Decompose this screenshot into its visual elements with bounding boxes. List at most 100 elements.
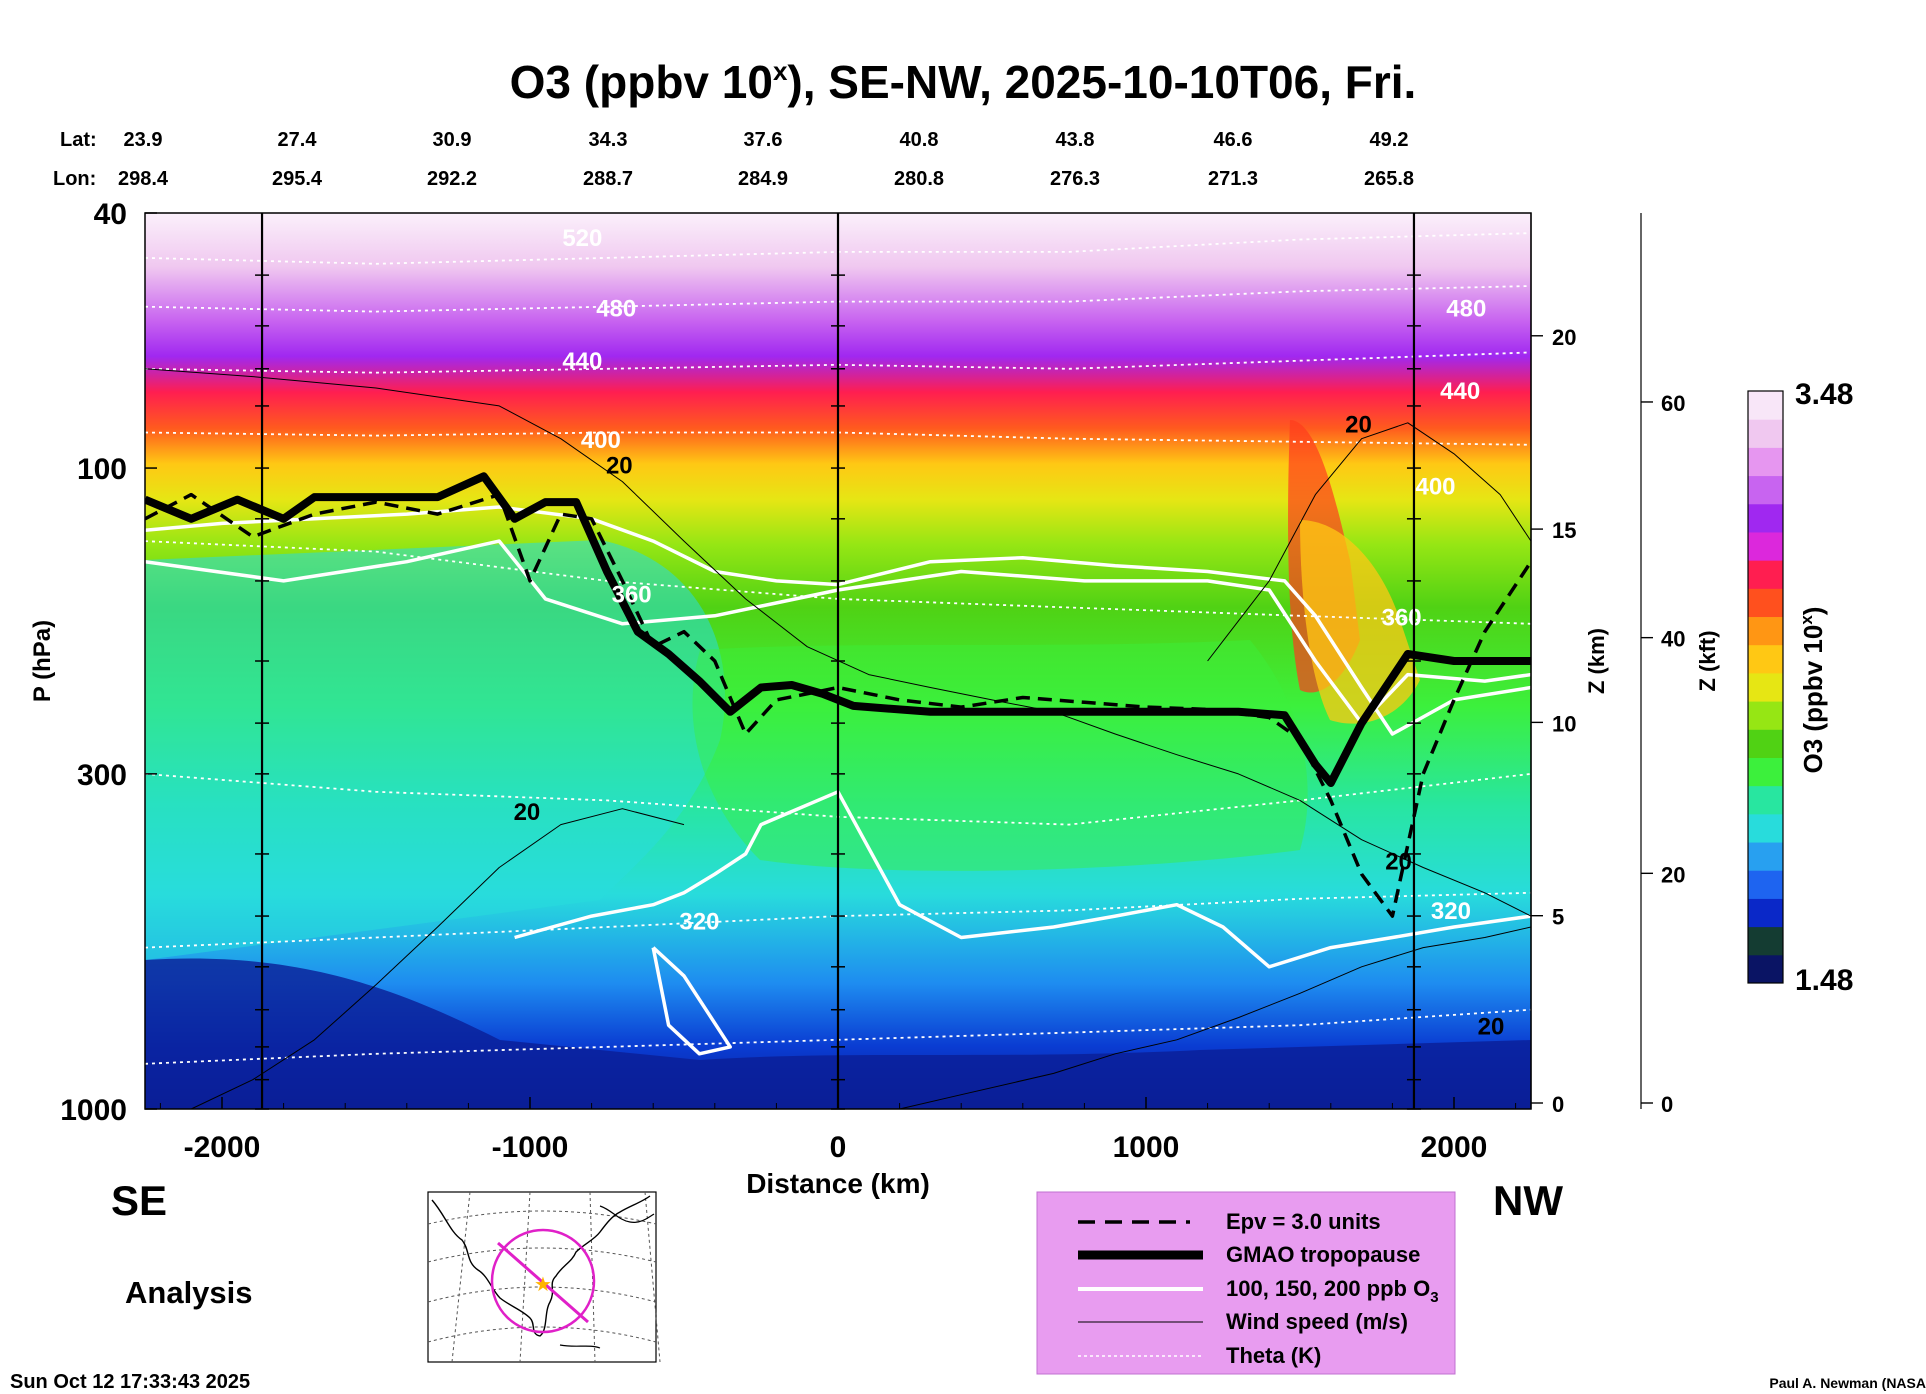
wind-contour-label: 20 <box>1478 1013 1505 1040</box>
lat-label: 43.8 <box>1056 129 1095 151</box>
z-km-tick-label: 15 <box>1552 518 1576 543</box>
colorbar-segment <box>1748 560 1783 589</box>
legend-o3-contour-label: 100, 150, 200 ppb O3 <box>1226 1276 1439 1306</box>
colorbar-frame <box>1747 390 1784 984</box>
colorbar-min-label: 1.48 <box>1795 964 1853 997</box>
colorbar-segment <box>1748 616 1783 646</box>
z-kft-tick-label: 20 <box>1661 862 1685 887</box>
colorbar-segment <box>1748 419 1783 448</box>
wind-contour-label: 20 <box>1345 411 1372 438</box>
legend-o3-contour-text: 100, 150, 200 ppb O <box>1226 1276 1430 1301</box>
legend-o3-subscript: 3 <box>1430 1289 1438 1306</box>
colorbar <box>1747 390 1784 984</box>
nw-direction-label: NW <box>1493 1177 1563 1224</box>
ozone-anomaly-cyan-left <box>145 540 725 960</box>
theta-contour-label: 360 <box>612 581 652 608</box>
colorbar-segment <box>1748 531 1783 561</box>
x-axis: -2000 -1000 0 1000 2000 <box>159 1097 1517 1164</box>
theta-contour-label: 320 <box>679 909 719 936</box>
lat-label: 34.3 <box>589 129 628 151</box>
colorbar-segment <box>1748 954 1783 984</box>
ozone-contour-150 <box>145 505 1531 736</box>
lat-lon-label-group: 23.9 27.4 30.9 34.3 37.6 40.8 43.8 46.6 49.2 298.… <box>118 129 1414 190</box>
ozone-contour-100-lobe <box>651 946 732 1056</box>
colorbar-segment <box>1748 870 1783 899</box>
z-km-tick-label: 10 <box>1552 711 1576 736</box>
track-vertical-lines <box>255 213 1421 1110</box>
colorbar-max-label: 3.48 <box>1795 378 1853 411</box>
theta-contour-label: 440 <box>1440 378 1480 405</box>
lat-label: 37.6 <box>744 129 783 151</box>
wind-speed-contour <box>1207 422 1531 662</box>
y-tick-label: 1000 <box>60 1094 127 1127</box>
lat-label: 40.8 <box>900 129 939 151</box>
z-kft-tick-label: 0 <box>1661 1092 1673 1117</box>
y-tick-label: 100 <box>77 453 127 486</box>
x-tick-label: 1000 <box>1113 1131 1180 1164</box>
theta-contour-label: 480 <box>1446 295 1486 322</box>
colorbar-segment <box>1748 701 1783 730</box>
x-tick-label: -2000 <box>184 1131 261 1164</box>
colorbar-segment <box>1748 842 1783 871</box>
colorbar-title: O3 (ppbv 10x) <box>1797 607 1828 774</box>
x-tick-label: 0 <box>830 1131 847 1164</box>
y-axis-title: P (hPa) <box>29 620 56 702</box>
z-km-tick-label: 20 <box>1552 325 1576 350</box>
lon-label: 284.9 <box>738 168 788 190</box>
wind-contour-label: 20 <box>514 799 541 826</box>
theta-contour-label: 320 <box>1431 898 1471 925</box>
lon-label: 265.8 <box>1364 168 1414 190</box>
theta-contour-label: 360 <box>1382 604 1422 631</box>
lon-label: 280.8 <box>894 168 944 190</box>
credit: Paul A. Newman (NASA <box>1769 1375 1926 1391</box>
z-km-axis: 0 5 10 15 20 <box>1530 213 1576 1117</box>
colorbar-title-sup: x <box>1797 615 1816 625</box>
wind-speed-contour <box>899 926 1531 1109</box>
location-star-icon: ★ <box>534 1274 552 1296</box>
colorbar-segment <box>1748 447 1783 477</box>
colorbar-title-main: O3 (ppbv 10 <box>1798 625 1828 774</box>
legend-tropopause-label: GMAO tropopause <box>1226 1242 1420 1267</box>
legend-wind-label: Wind speed (m/s) <box>1226 1309 1408 1334</box>
colorbar-segment <box>1748 391 1783 420</box>
colorbar-segment <box>1748 757 1783 787</box>
ozone-anomaly-orange <box>1300 520 1420 724</box>
z-km-tick-label: 5 <box>1552 905 1564 930</box>
wind-contour-label: 20 <box>1385 849 1412 876</box>
lon-row-label: Lon: <box>53 168 96 190</box>
colorbar-segment <box>1748 588 1783 618</box>
y-tick-label: 40 <box>94 198 127 231</box>
z-kft-axis-title: Z (kft) <box>1695 630 1720 691</box>
ozone-contour-100 <box>514 790 1531 969</box>
legend-theta-label: Theta (K) <box>1226 1343 1321 1368</box>
x-tick-label: 2000 <box>1421 1131 1488 1164</box>
se-direction-label: SE <box>111 1177 167 1224</box>
colorbar-segment <box>1748 729 1783 758</box>
lon-label: 295.4 <box>272 168 323 190</box>
lon-label: 292.2 <box>427 168 477 190</box>
colorbar-segment <box>1748 898 1783 928</box>
theta-contour-label: 400 <box>581 427 621 454</box>
ozone-anomaly-green-mid <box>692 640 1308 871</box>
tropopause-line <box>145 472 1531 787</box>
z-kft-tick-label: 60 <box>1661 391 1685 416</box>
lat-label: 49.2 <box>1370 129 1409 151</box>
north-america-coastline <box>431 1195 651 1337</box>
lat-label: 30.9 <box>433 129 472 151</box>
z-km-tick-label: 0 <box>1552 1092 1564 1117</box>
lat-label: 27.4 <box>278 129 318 151</box>
colorbar-title-end: ) <box>1798 607 1828 616</box>
wind-speed-contour <box>190 808 685 1109</box>
colorbar-segment <box>1748 644 1783 674</box>
theta-contour-label: 520 <box>562 225 602 252</box>
chart-title: O3 (ppbv 10x), SE-NW, 2025-10-10T06, Fri… <box>510 56 1417 108</box>
title-superscript: x <box>773 56 788 86</box>
z-km-axis-title: Z (km) <box>1584 628 1609 694</box>
lat-label: 46.6 <box>1214 129 1253 151</box>
wind-speed-contour <box>145 368 1531 917</box>
epv-line <box>145 492 1531 918</box>
theta-contour-label: 440 <box>562 348 602 375</box>
z-kft-tick-label: 40 <box>1661 627 1685 652</box>
y-tick-label: 300 <box>77 759 127 792</box>
